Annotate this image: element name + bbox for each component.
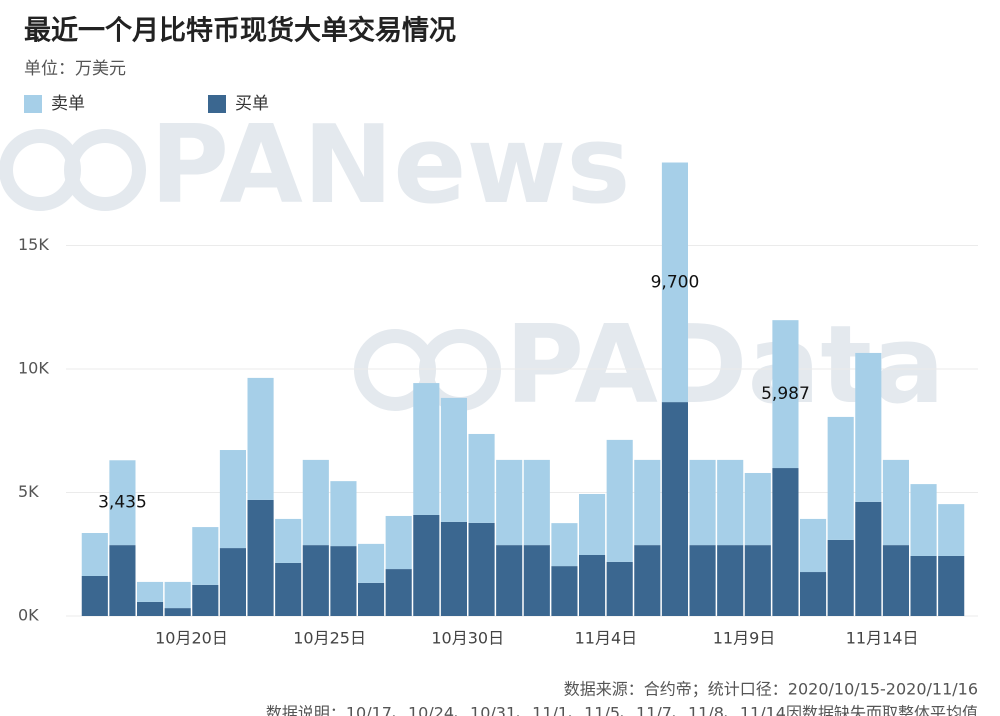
bar-segment [772, 320, 799, 469]
y-tick-label: 5K [18, 482, 39, 501]
bar-segment [855, 352, 882, 502]
bar-segment [744, 545, 771, 616]
bar-segment [247, 377, 274, 500]
bar-segment [440, 521, 467, 616]
bar-segment [109, 460, 136, 546]
bar-segment [302, 545, 329, 616]
bar-segment [855, 501, 882, 616]
bar-segment [358, 582, 385, 616]
bar-segment [164, 608, 191, 616]
x-tick-label: 10月20日 [155, 629, 228, 648]
x-tick-label: 10月25日 [293, 629, 366, 648]
bar-segment [137, 581, 164, 602]
bar-segment [800, 518, 827, 573]
bar-segment [496, 545, 523, 616]
value-label: 3,435 [98, 493, 147, 513]
y-tick-label: 0K [18, 606, 39, 625]
bar-segment [882, 545, 909, 616]
chart-title: 最近一个月比特币现货大单交易情况 [24, 15, 456, 47]
bar-segment [109, 545, 136, 616]
bar-segment [358, 543, 385, 583]
bar-segment [192, 584, 219, 616]
y-tick-label: 10K [18, 359, 49, 378]
bar-segment [330, 546, 357, 616]
bar-segment [882, 459, 909, 546]
bar-segment [164, 581, 191, 609]
bar-segment [275, 562, 302, 616]
bar-segment [910, 555, 937, 616]
bar-segment [385, 515, 412, 570]
bar-segment [800, 572, 827, 616]
bar-segment [551, 566, 578, 616]
x-tick-label: 11月14日 [846, 629, 919, 648]
x-tick-label: 10月30日 [431, 629, 504, 648]
bar-segment [661, 162, 688, 403]
footer-text: 数据说明：10/17、10/24、10/31、11/1、11/5、11/7、11… [266, 704, 978, 716]
bar-segment [523, 545, 550, 616]
bar-segment [689, 545, 716, 616]
bar-segment [717, 459, 744, 546]
bar-segment [413, 383, 440, 515]
bar-segment [468, 433, 495, 523]
x-tick-label: 11月9日 [713, 629, 776, 648]
bar-segment [275, 518, 302, 563]
bar-segment [523, 459, 550, 546]
bar-segment [579, 554, 606, 616]
bar-segment [827, 539, 854, 616]
bar-segment [634, 459, 661, 546]
bar-segment [440, 397, 467, 522]
bar-segment [551, 523, 578, 567]
bar-segment [744, 472, 771, 546]
bar-segment [606, 561, 633, 616]
bar-segment [330, 481, 357, 547]
x-tick-label: 11月4日 [575, 629, 638, 648]
legend-label: 卖单 [51, 94, 85, 114]
bar-segment [413, 514, 440, 616]
watermark-text: PANews [150, 103, 631, 228]
bar-segment [219, 548, 246, 616]
legend-swatch [24, 95, 42, 113]
bar-segment [717, 545, 744, 616]
bar-segment [827, 416, 854, 540]
watermark-logo [0, 129, 81, 211]
value-label: 5,987 [761, 384, 810, 404]
watermark-logo [64, 129, 146, 211]
bar-segment [468, 522, 495, 616]
bar-segment [938, 504, 965, 556]
footer-text: 数据来源：合约帝；统计口径：2020/10/15-2020/11/16 [564, 680, 978, 699]
bar-segment [634, 545, 661, 616]
bar-segment [689, 459, 716, 546]
bar-segment [606, 439, 633, 562]
chart-subtitle: 单位：万美元 [24, 59, 126, 79]
legend-label: 买单 [235, 94, 269, 114]
bar-segment [219, 450, 246, 549]
bar-segment [496, 459, 523, 546]
bar-segment [938, 555, 965, 616]
legend-swatch [208, 95, 226, 113]
bar-segment [81, 533, 108, 576]
y-tick-label: 15K [18, 235, 49, 254]
bar-segment [772, 468, 799, 616]
bar-segment [81, 575, 108, 616]
bar-segment [579, 493, 606, 555]
bar-segment [137, 601, 164, 616]
bar-segment [247, 499, 274, 616]
bar-segment [661, 402, 688, 616]
bar-segment [910, 484, 937, 556]
bar-segment [192, 527, 219, 585]
value-label: 9,700 [651, 272, 700, 292]
bar-segment [302, 459, 329, 546]
bar-segment [385, 569, 412, 616]
